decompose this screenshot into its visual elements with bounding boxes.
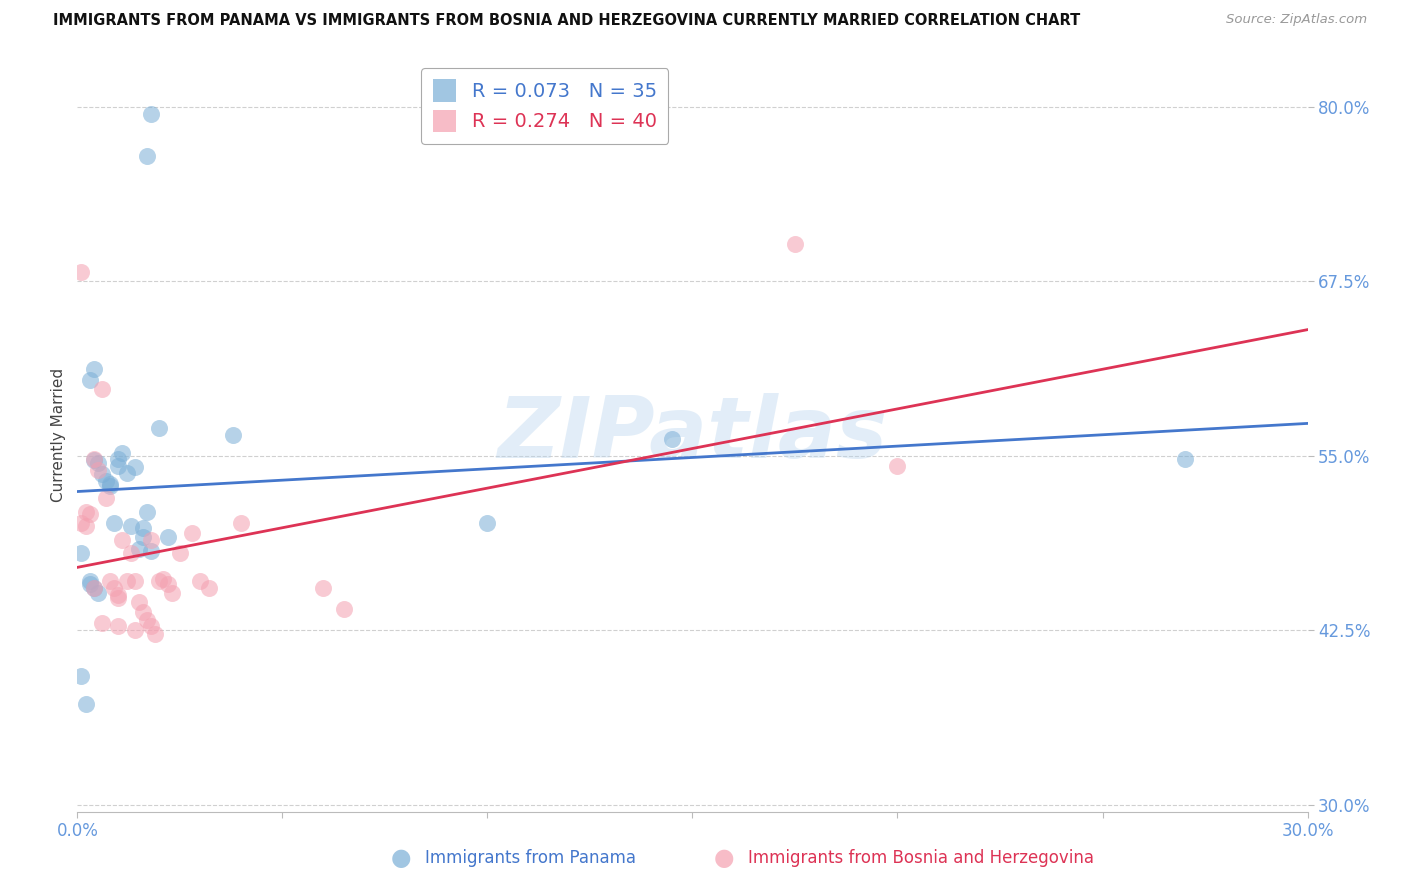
Point: [70, 516, 93, 530]
Y-axis label: Currently Married: Currently Married: [51, 368, 66, 502]
Point: [141, 619, 163, 633]
Point: [148, 421, 170, 435]
Point: [107, 591, 129, 606]
Text: IMMIGRANTS FROM PANAMA VS IMMIGRANTS FROM BOSNIA AND HERZEGOVINA CURRENTLY MARRI: IMMIGRANTS FROM PANAMA VS IMMIGRANTS FRO…: [53, 13, 1081, 29]
Point: [169, 547, 191, 561]
Point: [75, 518, 97, 533]
Point: [128, 595, 150, 609]
Point: [103, 582, 125, 596]
Point: [141, 543, 163, 558]
Point: [98, 574, 121, 589]
Point: [70, 547, 93, 561]
Point: [83, 453, 105, 467]
Point: [83, 582, 105, 596]
Point: [132, 521, 155, 535]
Text: Source: ZipAtlas.com: Source: ZipAtlas.com: [1226, 13, 1367, 27]
Text: Immigrants from Panama: Immigrants from Panama: [425, 849, 636, 867]
Point: [111, 533, 134, 547]
Point: [70, 264, 93, 278]
Point: [120, 547, 142, 561]
Point: [90, 467, 114, 481]
Point: [79, 508, 101, 522]
Text: Immigrants from Bosnia and Herzegovina: Immigrants from Bosnia and Herzegovina: [748, 849, 1094, 867]
Text: ZIPatlas: ZIPatlas: [498, 393, 887, 476]
Point: [98, 479, 121, 493]
Legend: R = 0.073   N = 35, R = 0.274   N = 40: R = 0.073 N = 35, R = 0.274 N = 40: [422, 68, 668, 144]
Point: [107, 458, 129, 473]
Point: [143, 627, 166, 641]
Point: [115, 466, 138, 480]
Point: [90, 382, 114, 396]
Point: [83, 582, 105, 596]
Point: [103, 516, 125, 530]
Point: [136, 149, 159, 163]
Point: [79, 574, 101, 589]
Point: [148, 574, 170, 589]
Point: [160, 585, 183, 599]
Point: [111, 446, 134, 460]
Point: [333, 602, 356, 616]
Point: [107, 451, 129, 466]
Point: [124, 459, 146, 474]
Point: [128, 542, 150, 557]
Point: [477, 516, 499, 530]
Point: [132, 605, 155, 619]
Point: [181, 525, 204, 540]
Point: [75, 505, 97, 519]
Point: [231, 516, 253, 530]
Point: [136, 505, 159, 519]
Text: ●: ●: [714, 847, 734, 870]
Point: [115, 574, 138, 589]
Point: [83, 362, 105, 376]
Point: [94, 491, 117, 505]
Point: [79, 373, 101, 387]
Point: [661, 432, 683, 446]
Point: [141, 533, 163, 547]
Point: [886, 458, 908, 473]
Point: [1174, 451, 1197, 466]
Point: [197, 582, 219, 596]
Point: [312, 582, 335, 596]
Point: [107, 588, 129, 602]
Point: [152, 572, 174, 586]
Point: [120, 518, 142, 533]
Point: [156, 577, 179, 591]
Point: [141, 107, 163, 121]
Point: [79, 577, 101, 591]
Point: [87, 456, 110, 470]
Point: [132, 530, 155, 544]
Point: [783, 236, 806, 251]
Point: [87, 463, 110, 477]
Point: [124, 624, 146, 638]
Point: [75, 698, 97, 712]
Point: [90, 616, 114, 631]
Text: ●: ●: [391, 847, 411, 870]
Point: [156, 530, 179, 544]
Point: [136, 614, 159, 628]
Point: [94, 474, 117, 488]
Point: [188, 574, 212, 589]
Point: [222, 428, 245, 442]
Point: [70, 669, 93, 683]
Point: [98, 476, 121, 491]
Point: [107, 619, 129, 633]
Point: [87, 585, 110, 599]
Point: [124, 574, 146, 589]
Point: [83, 451, 105, 466]
